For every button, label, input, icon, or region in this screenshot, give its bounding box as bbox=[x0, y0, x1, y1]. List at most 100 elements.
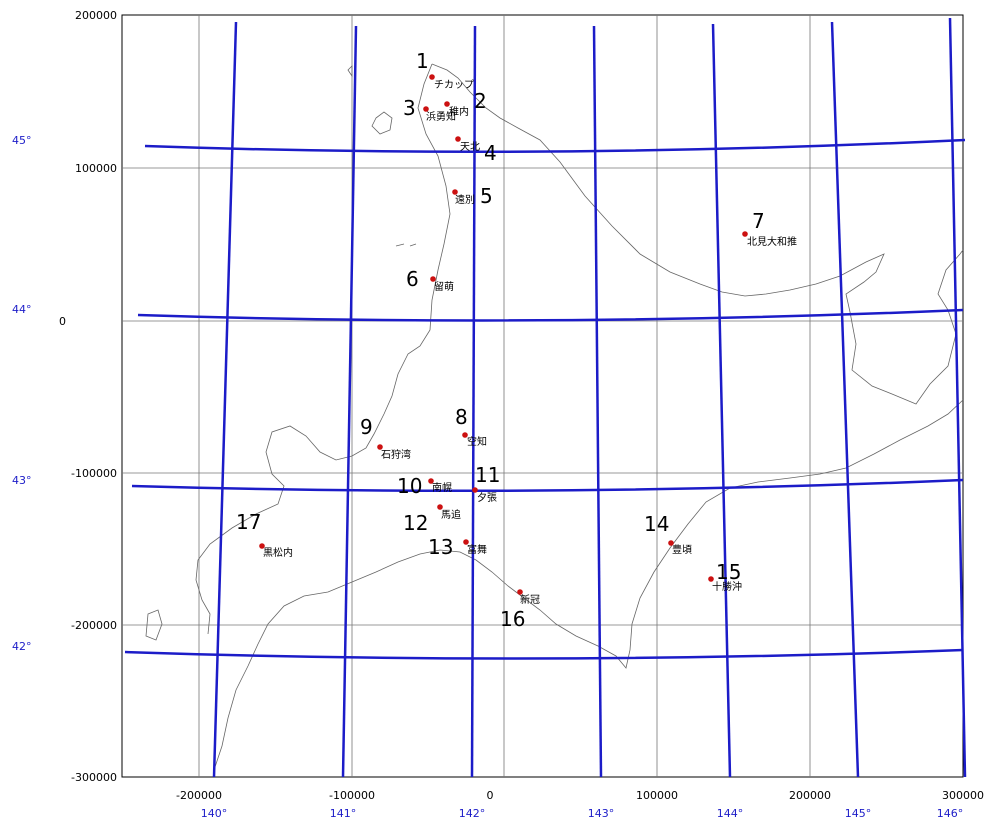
site-number: 4 bbox=[484, 141, 497, 165]
x-tick-label: 300000 bbox=[942, 789, 984, 802]
site-name: 天北 bbox=[460, 141, 480, 153]
parallel-43 bbox=[131, 478, 964, 493]
site-9[interactable]: 石狩湾 9 bbox=[360, 415, 411, 461]
x-tick-labels: -200000 -100000 0 100000 200000 300000 bbox=[176, 789, 984, 802]
site-number: 11 bbox=[475, 463, 500, 487]
longitude-label: 144° bbox=[717, 807, 744, 820]
site-marker bbox=[377, 444, 383, 450]
site-marker bbox=[444, 101, 450, 107]
site-15[interactable]: 十勝沖 15 bbox=[708, 560, 742, 593]
site-4[interactable]: 天北 4 bbox=[455, 136, 497, 165]
site-name: 南幌 bbox=[432, 481, 452, 494]
site-number: 16 bbox=[500, 607, 525, 631]
site-name: 黒松内 bbox=[263, 546, 293, 559]
site-number: 10 bbox=[397, 474, 422, 498]
longitude-label: 146° bbox=[937, 807, 964, 820]
site-marker bbox=[708, 576, 714, 582]
site-marker bbox=[452, 189, 458, 195]
site-marker bbox=[462, 432, 468, 438]
site-name: 夕張 bbox=[477, 492, 497, 504]
site-number: 3 bbox=[403, 96, 416, 120]
site-marker bbox=[668, 540, 674, 546]
y-tick-labels: 200000 100000 0 -100000 -200000 -300000 bbox=[59, 9, 117, 784]
longitude-label: 141° bbox=[330, 807, 357, 820]
y-tick-label: 200000 bbox=[75, 9, 117, 22]
site-name: 北見大和推 bbox=[747, 235, 797, 248]
site-number: 5 bbox=[480, 184, 493, 208]
site-number: 1 bbox=[416, 49, 429, 73]
site-1[interactable]: チカップ 1 bbox=[416, 49, 474, 91]
site-marker bbox=[463, 539, 469, 545]
site-number: 13 bbox=[428, 535, 453, 559]
graticule bbox=[124, 17, 967, 778]
site-8[interactable]: 空知 8 bbox=[455, 405, 487, 448]
site-marker bbox=[517, 589, 523, 595]
site-number: 14 bbox=[644, 512, 669, 536]
site-name: 遠別 bbox=[455, 193, 475, 206]
longitude-labels: 140° 141° 142° 143° 144° 145° 146° bbox=[201, 807, 964, 820]
x-tick-label: 100000 bbox=[636, 789, 678, 802]
site-name: 稚内 bbox=[449, 105, 469, 118]
latitude-label: 44° bbox=[12, 303, 32, 316]
site-marker bbox=[428, 478, 434, 484]
site-name: 浜勇知 bbox=[426, 110, 456, 123]
site-number: 7 bbox=[752, 209, 765, 233]
site-marker bbox=[437, 504, 443, 510]
site-2[interactable]: 稚内 2 bbox=[444, 89, 487, 118]
site-name: 富舞 bbox=[467, 543, 487, 556]
site-marker bbox=[430, 276, 436, 282]
x-tick-label: 200000 bbox=[789, 789, 831, 802]
site-marker bbox=[423, 106, 429, 112]
site-name: チカップ bbox=[434, 79, 474, 91]
parallel-42 bbox=[124, 648, 964, 660]
longitude-label: 140° bbox=[201, 807, 228, 820]
longitude-label: 145° bbox=[845, 807, 872, 820]
y-tick-label: -300000 bbox=[71, 771, 117, 784]
y-tick-label: -200000 bbox=[71, 619, 117, 632]
latitude-labels: 45° 44° 43° 42° bbox=[12, 134, 32, 653]
site-marker bbox=[455, 136, 461, 142]
latitude-label: 45° bbox=[12, 134, 32, 147]
y-tick-label: -100000 bbox=[71, 467, 117, 480]
site-number: 2 bbox=[474, 89, 487, 113]
site-marker bbox=[472, 487, 478, 493]
site-name: 空知 bbox=[467, 435, 487, 448]
site-13[interactable]: 富舞 13 bbox=[428, 535, 487, 559]
site-name: 石狩湾 bbox=[381, 448, 411, 461]
site-14[interactable]: 豊頃 14 bbox=[644, 512, 692, 556]
x-tick-label: 0 bbox=[487, 789, 494, 802]
site-name: 留萌 bbox=[434, 280, 454, 293]
site-name: 十勝沖 bbox=[712, 580, 742, 593]
site-number: 15 bbox=[716, 560, 741, 584]
site-marker bbox=[259, 543, 265, 549]
meridian-145 bbox=[830, 21, 860, 778]
site-3[interactable]: 浜勇知 3 bbox=[403, 96, 456, 123]
site-number: 6 bbox=[406, 267, 419, 291]
site-11[interactable]: 夕張 11 bbox=[472, 463, 500, 504]
site-5[interactable]: 遠別 5 bbox=[452, 184, 493, 208]
latitude-label: 42° bbox=[12, 640, 32, 653]
site-number: 12 bbox=[403, 511, 428, 535]
site-12[interactable]: 馬追 12 bbox=[403, 504, 461, 535]
longitude-label: 143° bbox=[588, 807, 615, 820]
site-name: 新冠 bbox=[520, 593, 540, 606]
site-17[interactable]: 黒松内 17 bbox=[236, 510, 293, 559]
site-number: 9 bbox=[360, 415, 373, 439]
site-7[interactable]: 北見大和推 7 bbox=[742, 209, 797, 248]
site-name: 豊頃 bbox=[672, 543, 692, 556]
x-tick-label: -100000 bbox=[329, 789, 375, 802]
y-tick-label: 0 bbox=[59, 315, 66, 328]
y-tick-label: 100000 bbox=[75, 162, 117, 175]
site-6[interactable]: 留萌 6 bbox=[406, 267, 454, 293]
site-marker bbox=[429, 74, 435, 80]
site-name: 馬追 bbox=[441, 508, 461, 521]
site-number: 17 bbox=[236, 510, 261, 534]
site-marker bbox=[742, 231, 748, 237]
parallel-44 bbox=[137, 308, 964, 322]
map-frame bbox=[121, 14, 964, 778]
x-tick-label: -200000 bbox=[176, 789, 222, 802]
site-10[interactable]: 南幌 10 bbox=[397, 474, 452, 498]
site-16[interactable]: 新冠 16 bbox=[500, 589, 540, 631]
latitude-label: 43° bbox=[12, 474, 32, 487]
